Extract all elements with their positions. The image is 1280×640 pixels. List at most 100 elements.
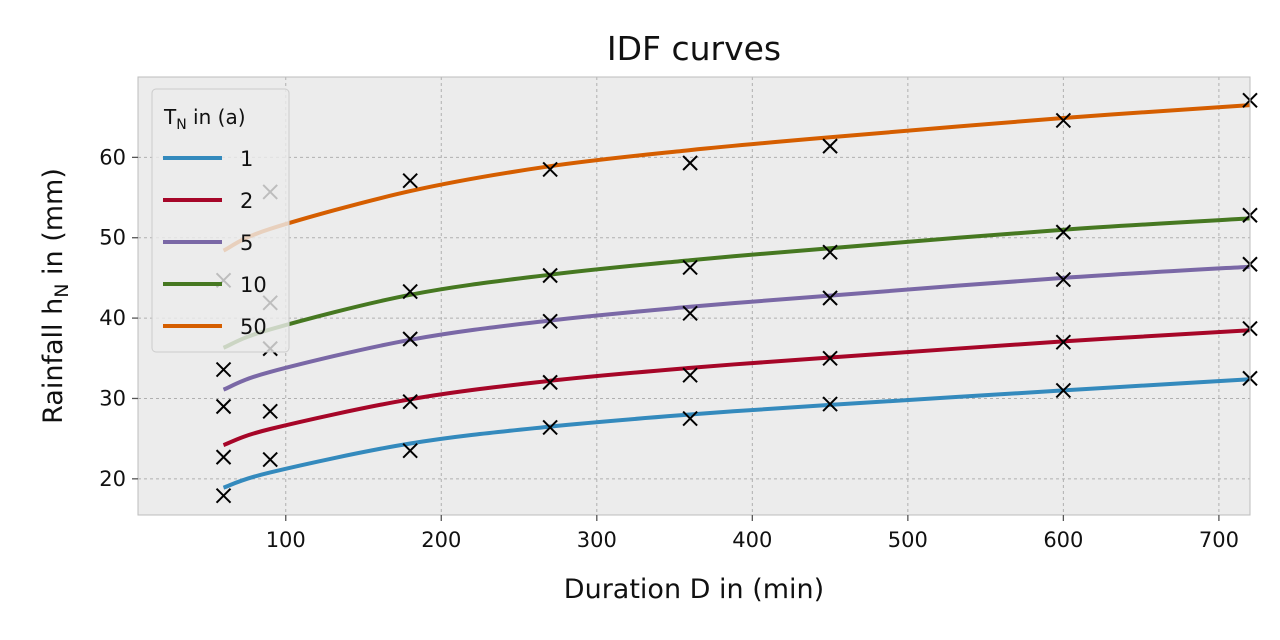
x-tick-label: 300 — [577, 528, 617, 552]
observed-marker — [262, 451, 278, 468]
x-tick-label: 700 — [1199, 528, 1239, 552]
marker-stroke — [402, 172, 418, 189]
x-tick-label: 400 — [732, 528, 772, 552]
marker-stroke — [402, 283, 418, 300]
marker-stroke — [822, 290, 838, 306]
legend-label-2: 2 — [240, 189, 253, 213]
marker-stroke — [822, 396, 838, 412]
observed-marker — [542, 267, 558, 284]
marker-stroke — [822, 244, 838, 260]
series-line-5 — [222, 264, 1250, 392]
legend-title-unit: in (a) — [187, 105, 246, 129]
observed-marker — [822, 290, 838, 306]
marker-stroke — [1055, 334, 1072, 350]
marker-stroke — [682, 410, 698, 427]
marker-stroke — [682, 367, 698, 383]
observed-marker — [542, 419, 558, 436]
grid — [138, 77, 1250, 515]
marker-stroke — [215, 361, 232, 378]
legend-label-10: 10 — [240, 273, 267, 297]
marker-stroke — [1055, 271, 1072, 288]
observed-marker — [402, 331, 418, 347]
y-axis-label-unit: in (mm) — [38, 168, 69, 283]
observed-marker — [402, 172, 418, 189]
observed-marker — [262, 403, 278, 420]
marker-stroke — [542, 267, 558, 284]
observed-marker — [215, 488, 232, 504]
marker-stroke — [1055, 112, 1072, 129]
observed-marker — [215, 398, 232, 415]
y-axis-label-main: Rainfall h — [38, 298, 69, 424]
marker-stroke — [402, 442, 418, 459]
marker-stroke — [1055, 382, 1072, 399]
observed-marker — [682, 259, 698, 276]
observed-marker — [682, 155, 698, 171]
legend-title: TN in (a) — [163, 105, 246, 133]
marker-stroke — [682, 259, 698, 276]
y-tick-label: 20 — [99, 467, 126, 491]
ticks: 100 200 300 400 500 600 700 20 30 40 50 60 — [99, 145, 1239, 552]
observed-marker — [542, 161, 558, 178]
observed-marker — [822, 138, 838, 154]
marker-stroke — [542, 161, 558, 178]
marker-stroke — [542, 313, 558, 330]
marker-stroke — [402, 393, 418, 410]
marker-stroke — [262, 403, 278, 420]
y-tick-label: 40 — [99, 306, 126, 330]
observed-marker — [402, 393, 418, 410]
legend-label-50: 50 — [240, 315, 267, 339]
observed-marker — [215, 449, 232, 465]
observed-marker — [1055, 334, 1072, 350]
marker-stroke — [402, 331, 418, 347]
x-tick-label: 500 — [888, 528, 928, 552]
legend-box — [151, 88, 290, 353]
observed-marker — [822, 350, 838, 366]
marker-stroke — [1055, 224, 1072, 240]
observed-marker — [542, 313, 558, 330]
series-line-50 — [222, 103, 1250, 253]
observed-marker — [1055, 224, 1072, 240]
legend-title-sub: N — [176, 117, 186, 133]
y-tick-label: 50 — [99, 226, 126, 250]
observed-marker — [542, 374, 558, 391]
plot-background — [138, 77, 1250, 515]
marker-stroke — [215, 449, 232, 465]
observed-marker — [215, 361, 232, 378]
x-tick-label: 200 — [421, 528, 461, 552]
marker-stroke — [542, 374, 558, 391]
marker-stroke — [822, 350, 838, 366]
observed-marker — [822, 244, 838, 260]
legend-label-1: 1 — [240, 147, 253, 171]
marker-stroke — [262, 451, 278, 468]
plot-frame — [137, 76, 1251, 516]
observed-marker — [402, 442, 418, 459]
observed-marker — [682, 305, 698, 321]
x-axis-label: Duration D in (min) — [564, 574, 824, 605]
marker-stroke — [682, 305, 698, 321]
marker-stroke — [822, 138, 838, 154]
observed-marker — [682, 367, 698, 383]
observed-marker — [1055, 112, 1072, 129]
chart-title: IDF curves — [607, 29, 781, 68]
observed-marker — [822, 396, 838, 412]
legend: TN in (a) 1 2 5 10 50 — [151, 88, 290, 353]
marker-stroke — [215, 398, 232, 415]
x-tick-label: 100 — [266, 528, 306, 552]
x-tick-label: 600 — [1043, 528, 1083, 552]
legend-items: 1 2 5 10 50 — [163, 147, 267, 339]
y-tick-label: 30 — [99, 386, 126, 410]
y-axis-label: Rainfall hN in (mm) — [38, 168, 73, 424]
y-tick-label: 60 — [99, 145, 126, 169]
marker-stroke — [215, 488, 232, 504]
observed-marker — [1055, 271, 1072, 288]
series-lines — [222, 103, 1250, 490]
series-line-10 — [222, 216, 1250, 350]
marker-stroke — [682, 155, 698, 171]
observed-marker — [682, 410, 698, 427]
legend-title-main: T — [163, 105, 177, 129]
y-axis-label-sub: N — [51, 284, 73, 298]
legend-label-5: 5 — [240, 231, 253, 255]
marker-stroke — [542, 419, 558, 436]
observed-marker — [1055, 382, 1072, 399]
